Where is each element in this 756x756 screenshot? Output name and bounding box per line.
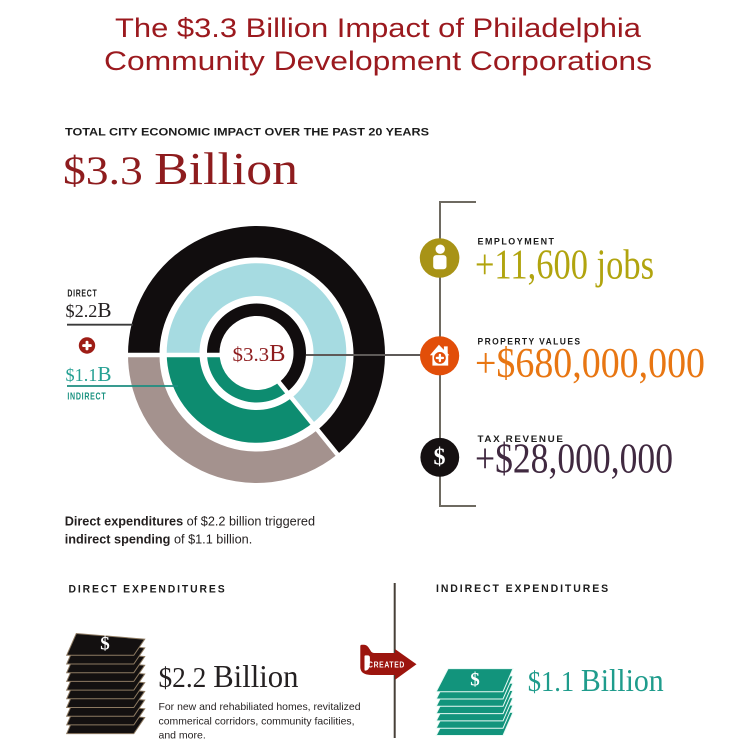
svg-text:$2.2B: $2.2B <box>66 298 112 322</box>
svg-text:and more.: and more. <box>159 730 206 742</box>
svg-text:Community Development Corporat: Community Development Corporations <box>104 46 652 76</box>
svg-text:$: $ <box>434 445 446 471</box>
svg-text:+$28,000,000: +$28,000,000 <box>475 437 673 483</box>
svg-text:$2.2 Billion: $2.2 Billion <box>159 658 299 694</box>
svg-text:+11,600 jobs: +11,600 jobs <box>475 243 654 289</box>
svg-text:For new and rehabiliated homes: For new and rehabiliated homes, revitali… <box>159 701 361 713</box>
svg-text:+$680,000,000: +$680,000,000 <box>475 341 705 387</box>
svg-text:CREATED: CREATED <box>368 660 405 669</box>
svg-text:Direct expenditures of $2.2 bi: Direct expenditures of $2.2 billion trig… <box>65 514 315 528</box>
svg-text:TOTAL CITY ECONOMIC IMPACT OVE: TOTAL CITY ECONOMIC IMPACT OVER THE PAST… <box>65 127 429 139</box>
svg-text:$: $ <box>100 634 110 655</box>
svg-text:$3.3B: $3.3B <box>233 341 286 367</box>
svg-text:EMPLOYMENT: EMPLOYMENT <box>478 237 556 247</box>
svg-text:indirect spending of $1.1 bill: indirect spending of $1.1 billion. <box>65 533 253 547</box>
svg-text:$3.3 Billion: $3.3 Billion <box>63 143 298 194</box>
svg-text:DIRECT: DIRECT <box>67 289 97 300</box>
svg-text:$1.1B: $1.1B <box>66 362 112 386</box>
svg-text:INDIRECT: INDIRECT <box>67 392 106 403</box>
svg-text:$1.1 Billion: $1.1 Billion <box>528 662 664 698</box>
svg-text:DIRECT EXPENDITURES: DIRECT EXPENDITURES <box>69 583 227 595</box>
svg-text:The $3.3 Billion Impact of Phi: The $3.3 Billion Impact of Philadelphia <box>115 13 642 43</box>
svg-text:$: $ <box>470 670 480 691</box>
svg-text:INDIRECT EXPENDITURES: INDIRECT EXPENDITURES <box>436 583 610 595</box>
svg-text:TAX REVENUE: TAX REVENUE <box>478 434 565 444</box>
svg-text:commerical corridors, communit: commerical corridors, community faciliti… <box>159 715 355 727</box>
svg-text:PROPERTY VALUES: PROPERTY VALUES <box>478 337 582 347</box>
